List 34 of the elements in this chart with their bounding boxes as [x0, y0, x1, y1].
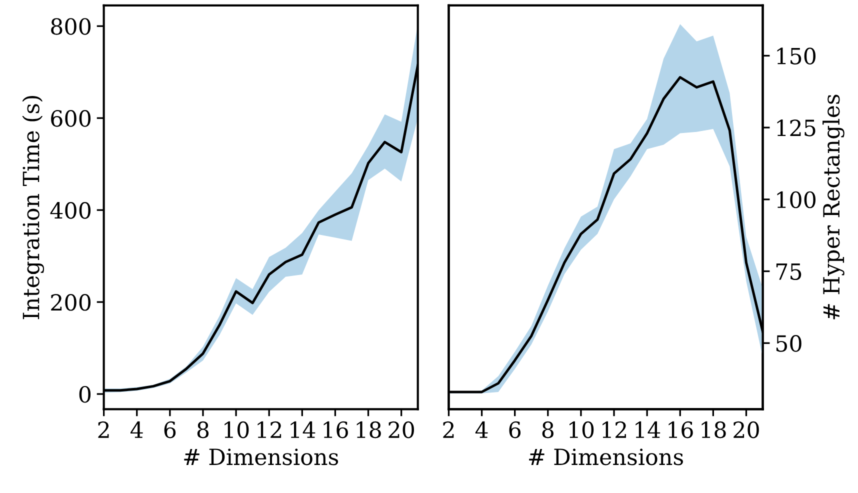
x-tick-label: 10	[570, 421, 594, 438]
x-tick-label: 2	[443, 421, 454, 438]
x-tick-label: 20	[388, 421, 414, 438]
x-tick-label: 2	[98, 421, 109, 438]
x-tick-label: 18	[356, 421, 381, 438]
y2-tick-label: 100	[777, 191, 816, 208]
x-tick-label: 8	[197, 421, 209, 438]
x-tick-label: 4	[475, 421, 488, 438]
x-axis-title: # Dimensions	[529, 448, 683, 466]
x-tick-label: 18	[702, 421, 726, 438]
x-tick-label: 16	[668, 421, 693, 438]
y2-tick-label: 125	[777, 120, 816, 136]
x-tick-label: 12	[602, 421, 626, 438]
x-tick-label: 20	[734, 421, 759, 438]
y2-axis-title: # Hyper Rectangles	[822, 94, 844, 320]
x-tick-label: 14	[290, 421, 316, 438]
y-tick-label: 200	[51, 294, 91, 311]
x-tick-label: 16	[324, 421, 348, 438]
y-tick-label: 800	[51, 18, 91, 35]
y2-tick-label: 150	[777, 48, 816, 64]
y-tick-label: 0	[79, 386, 91, 403]
x-tick-label: 6	[164, 421, 176, 438]
x-axis-title: # Dimensions	[184, 448, 338, 466]
x-tick-label: 4	[130, 421, 143, 438]
y-tick-label: 400	[50, 202, 91, 219]
x-tick-label: 12	[258, 421, 282, 438]
x-tick-label: 8	[542, 421, 554, 438]
x-tick-label: 14	[636, 421, 660, 438]
x-tick-label: 10	[224, 421, 249, 438]
x-tick-label: 6	[509, 421, 521, 438]
y2-tick-label: 75	[776, 263, 802, 280]
y2-tick-label: 50	[776, 335, 802, 352]
y-axis-title: Integration Time (s)	[22, 96, 44, 320]
y-tick-label: 600	[51, 110, 91, 127]
